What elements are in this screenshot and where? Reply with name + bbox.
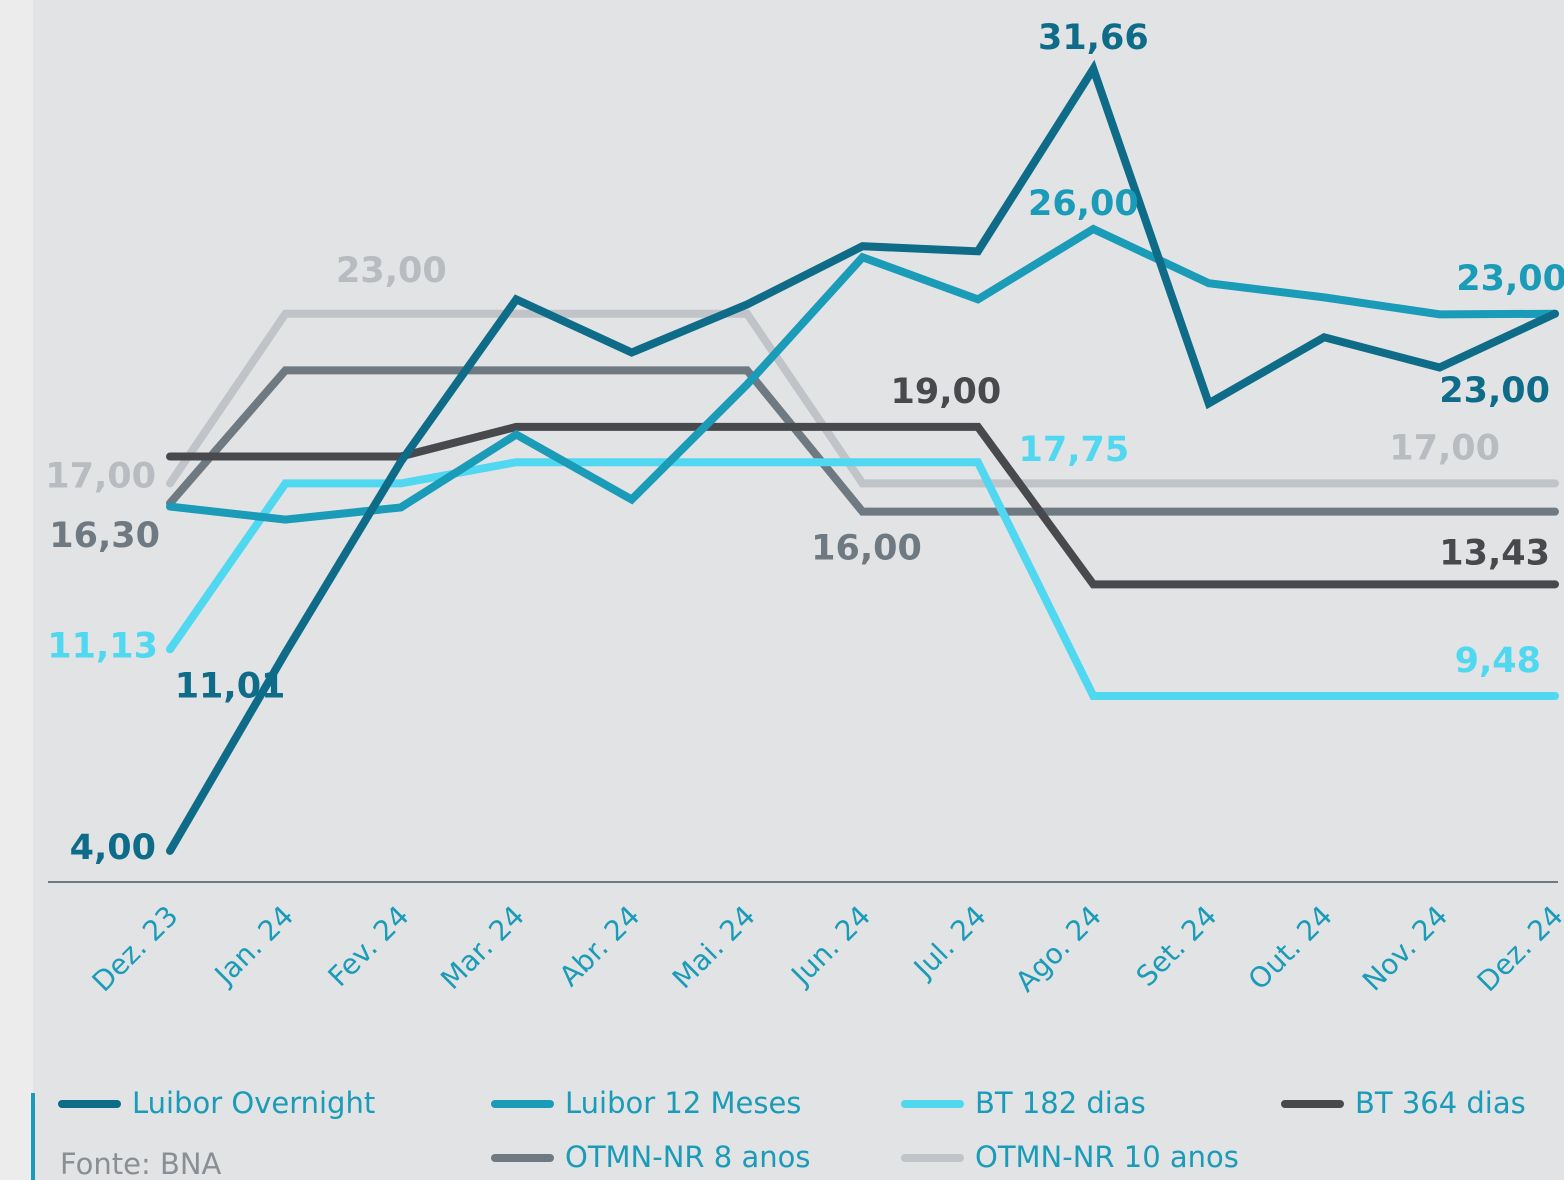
data-label: 23,00 [1456,259,1564,299]
data-label: 13,43 [1439,533,1550,573]
series-line [166,59,1559,855]
data-label: 11,13 [47,626,158,666]
chart-background [33,0,1564,1180]
series-line [166,366,1559,516]
data-label: 11,01 [175,667,286,707]
source: Fonte: BNA [60,1147,222,1180]
series-line [166,309,1559,488]
data-label: 16,00 [811,529,922,569]
data-label: 23,00 [1439,371,1550,411]
legend-label: Luibor 12 Meses [565,1086,801,1120]
legend-label: Luibor Overnight [132,1086,375,1120]
legend-label: OTMN-NR 8 anos [565,1140,810,1174]
legend-label: BT 182 dias [975,1086,1146,1120]
data-label: 17,00 [1389,428,1500,468]
series-line [166,224,1559,524]
data-label: 16,30 [49,516,160,556]
data-label: 9,48 [1455,641,1541,681]
data-label: 4,00 [70,828,156,868]
data-label: 26,00 [1028,184,1139,224]
legend-label: OTMN-NR 10 anos [975,1140,1239,1174]
legend-label: BT 364 dias [1355,1086,1526,1120]
data-label: 31,66 [1038,18,1149,58]
data-label: 17,75 [1019,430,1130,470]
data-label: 23,00 [336,251,447,291]
data-label: 17,00 [45,456,156,496]
series-line [166,458,1559,700]
data-label: 19,00 [891,372,1002,412]
source-bar [31,1093,35,1180]
